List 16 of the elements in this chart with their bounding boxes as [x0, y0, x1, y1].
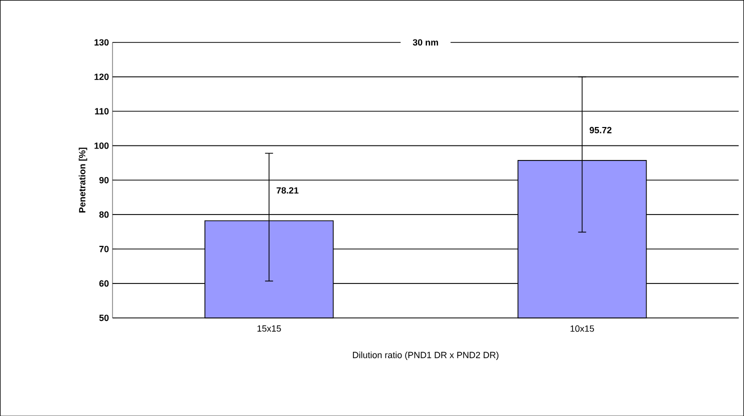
x-axis-title: Dilution ratio (PND1 DR x PND2 DR): [352, 351, 498, 360]
y-tick-label: 100: [94, 142, 109, 149]
y-tick-label: 70: [99, 246, 109, 252]
y-axis-title: Penetration [%]: [78, 148, 88, 212]
y-tick-label: 120: [94, 73, 109, 80]
y-tick-label: 130: [94, 39, 109, 46]
y-tick-label: 110: [95, 108, 109, 114]
chart-title: 30 nm: [412, 39, 438, 46]
y-tick-label: 50: [99, 314, 109, 321]
y-tick-label: 80: [99, 211, 109, 218]
y-tick-label: 60: [99, 280, 109, 286]
data-label: 95.72: [590, 126, 612, 134]
y-tick-label: 90: [99, 176, 109, 184]
data-label: 78.21: [276, 187, 298, 194]
x-tick-label: 15x15: [258, 325, 281, 332]
x-tick-label: 10x15: [570, 325, 594, 332]
